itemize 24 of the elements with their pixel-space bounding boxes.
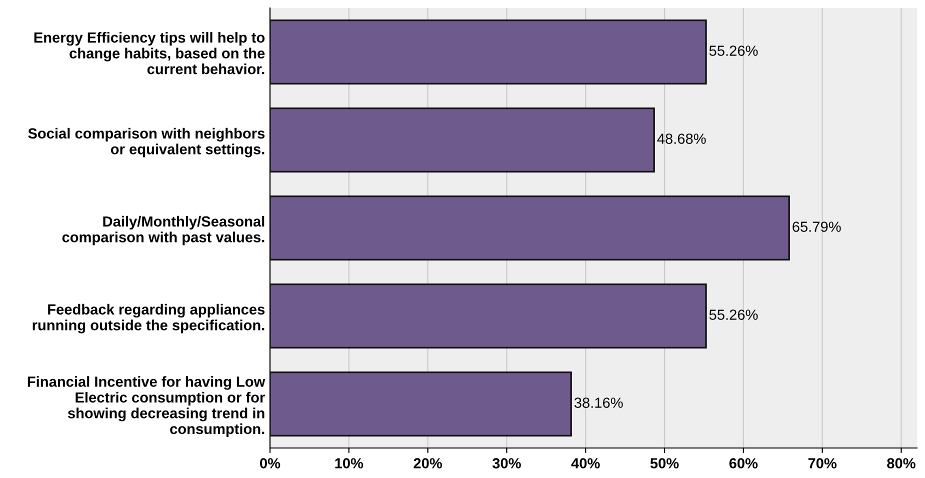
x-tick-label: 80% [887, 458, 916, 468]
y-tick-label: Social comparison with neighbors or equivalent settings. [28, 128, 265, 158]
x-tick-label: 70% [808, 458, 837, 468]
x-tick-label: 30% [492, 458, 521, 468]
data-label: 38.16% [574, 398, 623, 408]
x-tick-label: 50% [650, 458, 679, 468]
x-tick-label: 40% [571, 458, 600, 468]
bar [270, 283, 707, 349]
x-tick-label: 60% [729, 458, 758, 468]
y-tick-label: Daily/Monthly/Seasonal comparison with past values. [62, 216, 264, 246]
data-label: 65.79% [792, 222, 841, 232]
x-tick-label: 20% [414, 458, 442, 468]
y-tick-label: Financial Incentive for having Low Electric consumption or for showing decreasing trend in consumption. [28, 376, 266, 437]
bar [270, 195, 790, 261]
y-tick-label: Energy Efficiency tips will help to change habits, based on the current behavior. [34, 32, 265, 74]
bar [270, 19, 707, 85]
bar [270, 371, 572, 437]
x-tick-label: 0% [260, 458, 280, 468]
bar [270, 107, 655, 173]
data-label: 48.68% [657, 134, 706, 144]
data-label: 55.26% [709, 46, 758, 56]
data-label: 55.26% [709, 310, 758, 320]
x-tick-label: 10% [335, 458, 364, 468]
y-tick-label: Feedback regarding appliances running outside the specification. [32, 304, 265, 334]
